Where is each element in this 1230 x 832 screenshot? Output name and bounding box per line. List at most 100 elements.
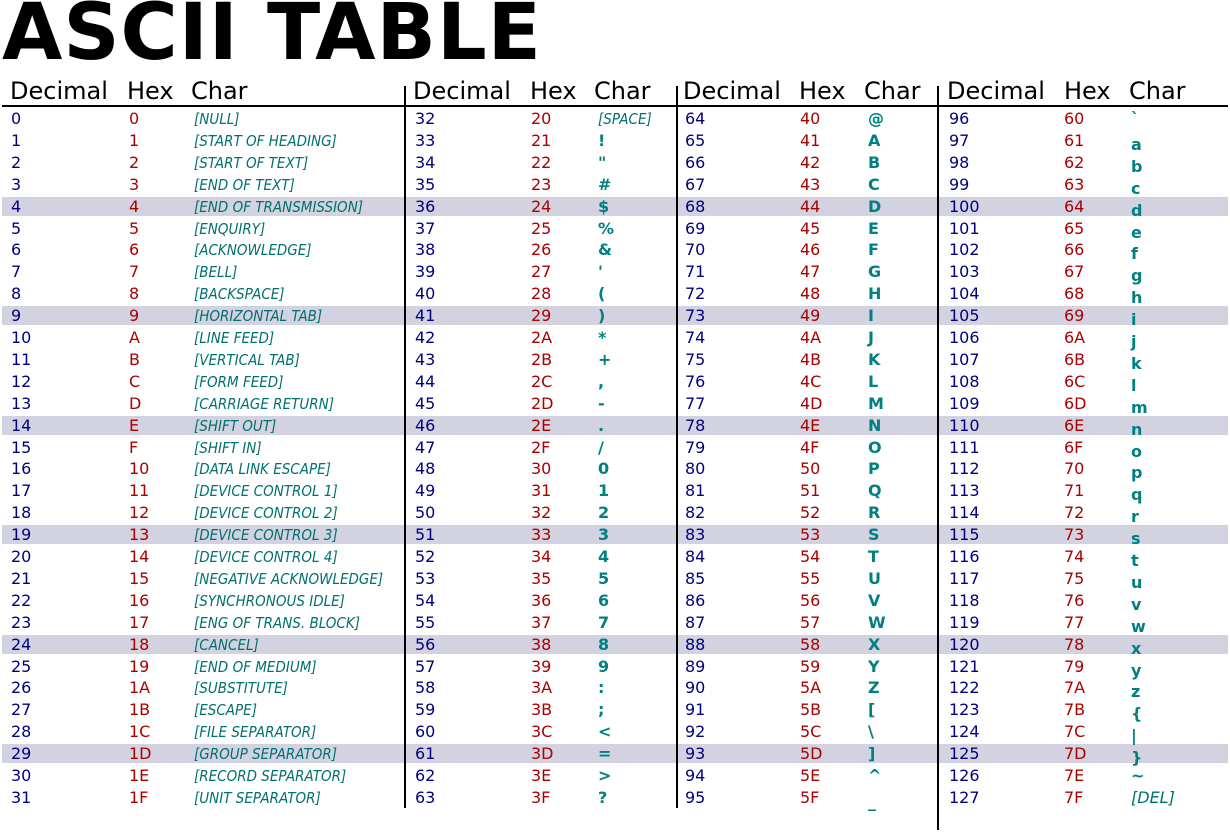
char-cell: q [1131,485,1143,505]
hex-cell: 2E [531,415,552,435]
hex-cell: 55 [800,568,821,588]
hex-cell: 1 [129,130,140,150]
hex-cell: 57 [800,612,821,632]
hex-cell: 63 [1064,174,1085,194]
decimal-cell: 40 [415,284,436,304]
char-cell: w [1131,616,1146,636]
decimal-cell: 39 [415,262,436,282]
hex-cell: 6A [1064,328,1086,347]
hex-cell: 43 [800,174,821,194]
decimal-cell: 2 [11,152,22,172]
char-cell: [END OF MEDIUM] [194,657,317,676]
hex-cell: 5 [129,218,140,238]
decimal-cell: 96 [949,109,970,128]
char-cell: [VERTICAL TAB] [194,350,300,369]
decimal-cell: 78 [685,415,706,435]
char-cell: ~ [1131,766,1145,785]
hex-cell: 1F [129,787,149,807]
char-cell: L [868,371,879,391]
hex-cell: 58 [800,634,821,654]
row-band [2,525,1228,545]
hex-cell: 3 [129,174,140,194]
hex-cell: 74 [1064,547,1085,566]
decimal-cell: 99 [949,174,970,194]
hex-cell: 6D [1064,393,1087,413]
decimal-cell: 74 [685,328,706,347]
hex-cell: 4C [800,371,822,391]
decimal-cell: 127 [949,787,980,807]
hex-cell: 42 [800,152,821,172]
char-cell: 8 [598,634,610,654]
decimal-cell: 91 [685,700,706,720]
hex-cell: 3A [531,678,553,698]
decimal-cell: 77 [685,393,706,413]
decimal-cell: 84 [685,547,706,566]
decimal-cell: 4 [11,196,22,216]
char-cell: " [598,152,607,172]
decimal-cell: 67 [685,174,706,194]
hex-cell: 4E [800,415,821,435]
hex-cell: 6 [129,240,140,260]
char-cell: r [1131,507,1139,527]
decimal-cell: 110 [949,415,980,435]
char-cell: [ENG OF TRANS. BLOCK] [194,613,360,632]
hex-cell: 39 [531,656,552,676]
decimal-cell: 9 [11,306,22,326]
decimal-cell: 29 [11,744,32,764]
decimal-cell: 111 [949,437,980,457]
char-cell: ) [598,306,606,326]
decimal-cell: 38 [415,240,436,260]
hex-cell: 16 [129,590,150,610]
char-cell: 6 [598,590,610,610]
decimal-cell: 35 [415,174,436,194]
decimal-cell: 85 [685,568,706,588]
decimal-cell: 10 [11,328,32,347]
hex-cell: 2B [531,349,553,369]
decimal-cell: 114 [949,503,980,523]
hex-cell: 2D [531,393,554,413]
decimal-cell: 100 [949,196,980,216]
char-cell: F [868,240,879,260]
char-cell: 3 [598,525,610,545]
hex-cell: 35 [531,568,552,588]
char-cell: Y [868,656,880,676]
decimal-cell: 89 [685,656,706,676]
decimal-cell: 121 [949,656,980,676]
header-hex: Hex [127,77,174,105]
decimal-cell: 95 [685,787,706,807]
decimal-cell: 13 [11,393,32,413]
hex-cell: 75 [1064,568,1085,588]
decimal-cell: 79 [685,437,706,457]
decimal-cell: 103 [949,262,980,282]
header-hex: Hex [799,77,846,105]
char-cell: % [598,218,615,238]
decimal-cell: 61 [415,744,436,764]
hex-cell: 47 [800,262,821,282]
decimal-cell: 20 [11,547,32,566]
decimal-cell: 106 [949,328,980,347]
hex-cell: 77 [1064,612,1085,632]
char-cell: U [868,568,881,588]
hex-cell: C [129,371,141,391]
decimal-cell: 12 [11,371,32,391]
decimal-cell: 124 [949,722,980,742]
decimal-cell: 25 [11,656,32,676]
decimal-cell: 5 [11,218,22,238]
hex-cell: 21 [531,130,552,150]
decimal-cell: 51 [415,525,436,545]
decimal-cell: 117 [949,568,980,588]
decimal-cell: 62 [415,766,436,785]
char-cell: g [1131,266,1143,286]
char-cell: E [868,218,879,238]
column-divider [937,86,939,830]
hex-cell: 33 [531,525,552,545]
hex-cell: 59 [800,656,821,676]
row-band [2,415,1228,435]
char-cell: ; [598,700,605,720]
hex-cell: 1B [129,700,151,720]
hex-cell: 41 [800,130,821,150]
char-cell: b [1131,156,1143,176]
decimal-cell: 34 [415,152,436,172]
decimal-cell: 8 [11,284,22,304]
char-cell: i [1131,310,1137,330]
